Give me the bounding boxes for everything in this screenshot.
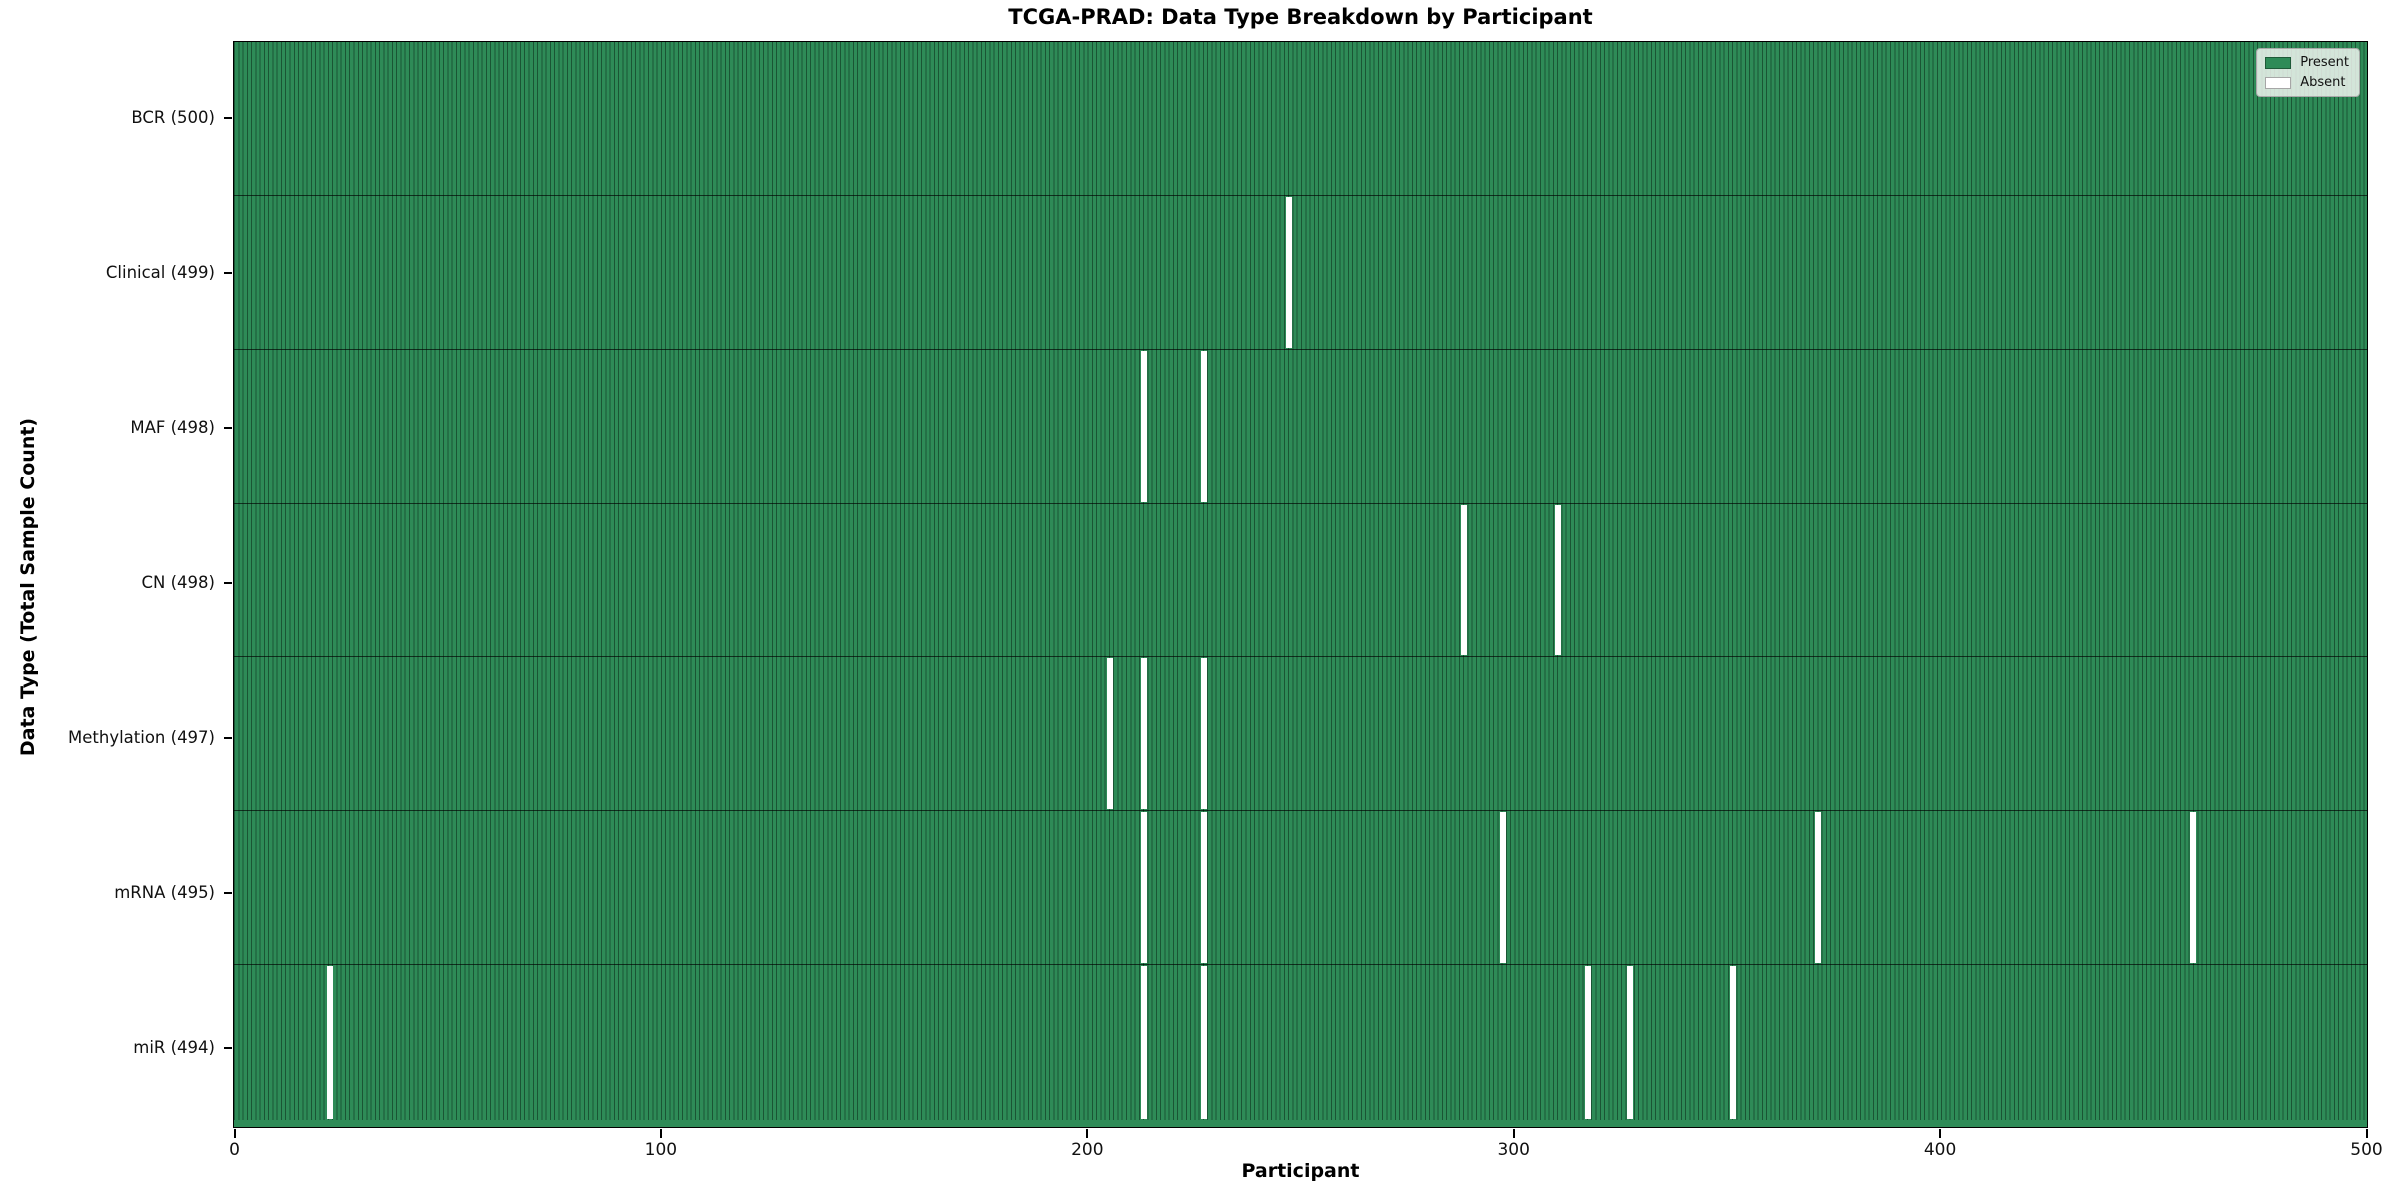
legend-label-absent: Absent: [2300, 75, 2346, 90]
absent-sample-gap: [1286, 196, 1293, 348]
legend-item-absent: Absent: [2265, 75, 2349, 90]
data-type-row: [234, 42, 2367, 196]
data-type-row: [234, 503, 2367, 658]
absent-sample-gap: [1729, 966, 1736, 1119]
y-tick-mark: [224, 1046, 232, 1049]
legend-swatch-present-icon: [2265, 56, 2292, 69]
data-type-row: [234, 811, 2367, 966]
legend: Present Absent: [2256, 48, 2360, 97]
y-tick-label: CN (498): [141, 573, 215, 592]
absent-sample-gap: [1201, 966, 1208, 1119]
absent-sample-gap: [326, 966, 333, 1119]
x-tick-label: 100: [644, 1140, 678, 1160]
absent-sample-gap: [1201, 350, 1208, 502]
x-tick-mark: [659, 1129, 662, 1138]
x-tick-label: 300: [1497, 1140, 1530, 1160]
x-axis-label: Participant: [1241, 1160, 1360, 1182]
y-tick-mark: [224, 272, 232, 275]
absent-sample-gap: [1499, 812, 1506, 964]
plot-area: Present Absent: [233, 41, 2368, 1128]
y-tick-mark: [224, 891, 232, 894]
absent-sample-gap: [1201, 658, 1208, 810]
absent-sample-gap: [1141, 350, 1148, 502]
x-tick-label: 400: [1923, 1140, 1957, 1160]
y-tick-label: BCR (500): [131, 108, 215, 128]
x-tick-mark: [2365, 1129, 2368, 1138]
y-tick-label: Clinical (499): [105, 263, 215, 283]
legend-item-present: Present: [2265, 55, 2349, 70]
absent-sample-gap: [1107, 658, 1114, 810]
legend-label-present: Present: [2300, 55, 2349, 70]
x-tick-label: 0: [229, 1140, 240, 1160]
y-tick-label: MAF (498): [130, 418, 215, 438]
absent-sample-gap: [1461, 504, 1468, 656]
absent-sample-gap: [1141, 812, 1148, 964]
data-type-row: [234, 195, 2367, 350]
y-tick-label: miR (494): [133, 1037, 215, 1057]
y-tick-mark: [224, 582, 232, 584]
y-tick-label: Methylation (497): [68, 727, 215, 747]
x-tick-mark: [233, 1129, 236, 1138]
x-tick-label: 200: [1071, 1140, 1104, 1160]
absent-sample-gap: [1554, 504, 1561, 656]
legend-swatch-absent-icon: [2265, 76, 2292, 89]
x-tick-mark: [1512, 1129, 1515, 1138]
y-tick-label: mRNA (495): [114, 882, 215, 902]
y-tick-mark: [224, 736, 232, 739]
absent-sample-gap: [1201, 812, 1208, 964]
data-type-row: [234, 349, 2367, 504]
chart-title: TCGA-PRAD: Data Type Breakdown by Partic…: [1008, 5, 1593, 29]
data-type-row: [234, 965, 2367, 1120]
absent-sample-gap: [1815, 812, 1822, 964]
x-tick-mark: [1086, 1129, 1089, 1138]
absent-sample-gap: [2190, 812, 2197, 964]
y-tick-mark: [224, 427, 232, 430]
absent-sample-gap: [1584, 966, 1591, 1119]
x-tick-label: 500: [2350, 1140, 2383, 1160]
absent-sample-gap: [1141, 658, 1148, 810]
y-tick-mark: [224, 117, 232, 120]
data-type-row: [234, 657, 2367, 812]
absent-sample-gap: [1141, 966, 1148, 1119]
absent-sample-gap: [1627, 966, 1634, 1119]
x-tick-mark: [1939, 1129, 1942, 1138]
